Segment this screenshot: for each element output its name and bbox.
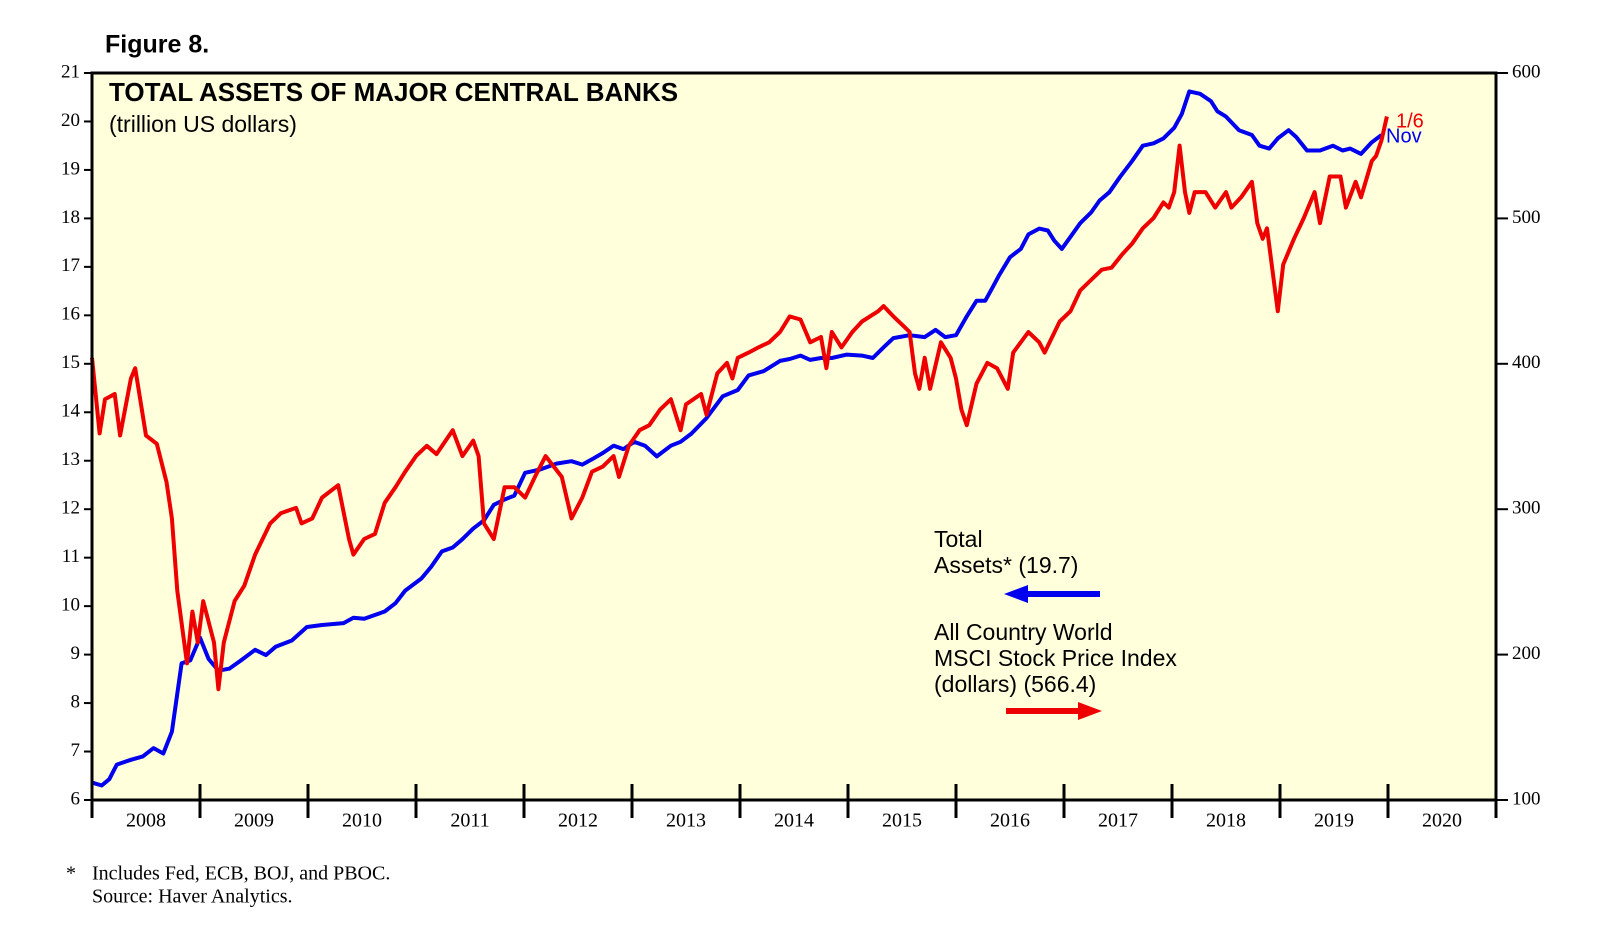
y-tick-label: 7 [71, 740, 81, 761]
x-tick-label: 2014 [774, 810, 814, 832]
y-tick-label: 13 [61, 449, 80, 470]
legend-label: All Country World [934, 619, 1113, 645]
x-tick-label: 2012 [558, 810, 598, 832]
x-tick-label: 2008 [126, 810, 166, 832]
x-tick-label: 2019 [1314, 810, 1354, 832]
y-tick-label: 17 [61, 255, 80, 276]
footnote-marker: * [66, 863, 76, 885]
legend-label: Total [934, 526, 983, 552]
y-tick-label: 9 [71, 643, 81, 664]
legend-label: MSCI Stock Price Index [934, 645, 1177, 671]
legend-arrow [1006, 702, 1102, 720]
plot-background [92, 73, 1496, 800]
chart-subtitle: (trillion US dollars) [109, 111, 297, 137]
y-tick-label: 14 [61, 401, 81, 422]
y-tick-label: 20 [61, 110, 80, 131]
y-tick-label: 15 [61, 352, 80, 373]
footnote: Includes Fed, ECB, BOJ, and PBOC. [92, 863, 390, 885]
y2-tick-label: 200 [1512, 643, 1541, 664]
y-tick-label: 6 [71, 788, 81, 809]
x-tick-label: 2018 [1206, 810, 1246, 832]
x-tick-label: 2017 [1098, 810, 1138, 832]
y2-tick-label: 300 [1512, 498, 1541, 519]
chart-title: TOTAL ASSETS OF MAJOR CENTRAL BANKS [109, 77, 678, 107]
legend-label: Assets* (19.7) [934, 552, 1078, 578]
legend: Total Assets* (19.7) All Country World M… [934, 526, 1177, 720]
x-tick-label: 2015 [882, 810, 922, 832]
y-tick-label: 8 [71, 691, 81, 712]
plot-frame [90, 71, 1498, 802]
y2-tick-label: 400 [1512, 352, 1541, 373]
data-line [91, 89, 1383, 788]
y-tick-label: 10 [61, 594, 80, 615]
y-tick-label: 18 [61, 207, 80, 228]
x-tick-label: 2011 [450, 810, 489, 832]
x-tick-label: 2016 [990, 810, 1030, 832]
arrow-head [1078, 702, 1102, 720]
y2-tick-label: 600 [1512, 61, 1541, 82]
x-tick-label: 2013 [666, 810, 706, 832]
y-tick-label: 19 [61, 158, 80, 179]
y2-tick-label: 500 [1512, 207, 1541, 228]
y-tick-label: 11 [62, 546, 80, 567]
y-tick-label: 21 [61, 61, 80, 82]
y-tick-label: 12 [61, 498, 80, 519]
legend-label: (dollars) (566.4) [934, 671, 1096, 697]
annotation: Nov [1386, 125, 1422, 147]
x-tick-label: 2009 [234, 810, 274, 832]
x-tick-label: 2010 [342, 810, 382, 832]
x-tick-label: 2020 [1422, 810, 1462, 832]
arrow-head [1004, 585, 1028, 603]
footnote: Source: Haver Analytics. [92, 886, 293, 908]
data-line [90, 116, 1389, 692]
y-tick-label: 16 [61, 304, 80, 325]
figure-label: Figure 8. [105, 31, 209, 59]
legend-arrow [1004, 585, 1100, 603]
annotation: 1/6 [1396, 110, 1424, 132]
y2-tick-label: 100 [1512, 788, 1541, 809]
